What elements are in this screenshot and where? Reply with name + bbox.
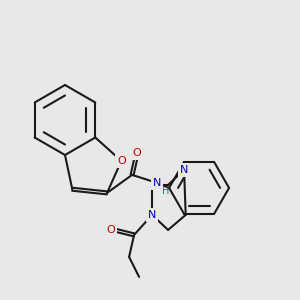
- Text: O: O: [133, 148, 142, 158]
- Text: N: N: [148, 210, 156, 220]
- Text: O: O: [107, 225, 116, 235]
- Text: N: N: [180, 165, 188, 175]
- Text: H: H: [162, 186, 170, 196]
- Text: N: N: [153, 178, 161, 188]
- Text: O: O: [117, 156, 126, 166]
